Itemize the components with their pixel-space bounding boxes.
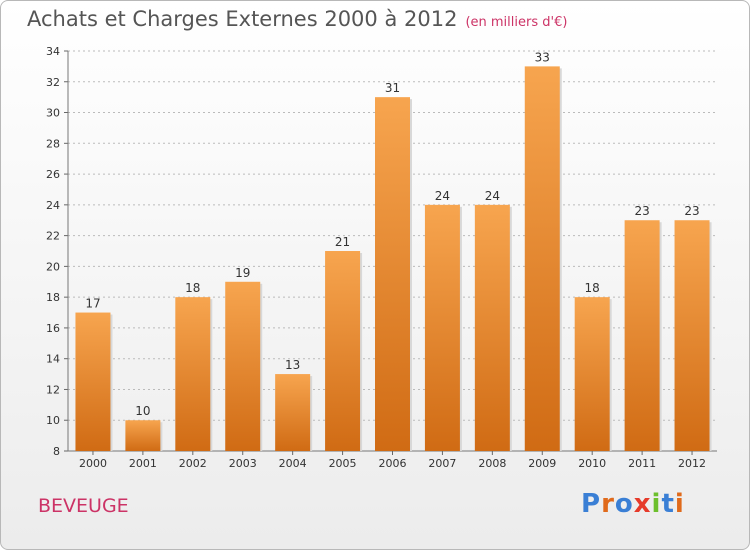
bar bbox=[524, 66, 560, 451]
y-tick-label: 14 bbox=[46, 353, 60, 366]
x-tick-label: 2006 bbox=[379, 457, 407, 470]
data-label: 24 bbox=[485, 189, 500, 203]
data-label: 23 bbox=[634, 204, 649, 218]
bar bbox=[574, 297, 610, 451]
y-tick-label: 18 bbox=[46, 291, 60, 304]
bar bbox=[424, 204, 460, 451]
x-tick-label: 2009 bbox=[528, 457, 556, 470]
data-label: 23 bbox=[684, 204, 699, 218]
y-tick-label: 10 bbox=[46, 414, 60, 427]
chart-title: Achats et Charges Externes 2000 à 2012 bbox=[27, 7, 458, 31]
bar bbox=[375, 97, 410, 452]
data-label: 21 bbox=[335, 235, 350, 249]
bar bbox=[624, 220, 660, 451]
chart-subtitle: (en milliers d'€) bbox=[465, 15, 568, 30]
data-label: 24 bbox=[435, 189, 450, 203]
logo-letter: o bbox=[614, 489, 634, 519]
logo-letter: i bbox=[674, 489, 685, 519]
logo-letter: i bbox=[651, 489, 662, 519]
y-tick-label: 26 bbox=[46, 168, 60, 181]
bar bbox=[175, 297, 211, 451]
y-tick-label: 16 bbox=[46, 322, 60, 335]
y-tick-label: 32 bbox=[46, 76, 60, 89]
y-tick-label: 28 bbox=[46, 137, 60, 150]
x-tick-label: 2012 bbox=[678, 457, 706, 470]
y-tick-label: 20 bbox=[46, 260, 60, 273]
data-label: 18 bbox=[585, 281, 600, 295]
y-tick-label: 34 bbox=[46, 45, 60, 58]
bar bbox=[125, 420, 161, 451]
x-tick-label: 2007 bbox=[428, 457, 456, 470]
bar bbox=[225, 281, 261, 451]
logo-letter: P bbox=[581, 489, 602, 519]
data-label: 31 bbox=[385, 81, 400, 95]
logo-letter: t bbox=[661, 489, 675, 519]
y-tick-label: 22 bbox=[46, 230, 60, 243]
x-tick-label: 2004 bbox=[279, 457, 307, 470]
logo-letter: x bbox=[633, 489, 652, 519]
bar bbox=[75, 312, 111, 451]
x-tick-label: 2010 bbox=[578, 457, 606, 470]
data-label: 18 bbox=[185, 281, 200, 295]
y-tick-label: 30 bbox=[46, 107, 60, 120]
bar bbox=[325, 251, 361, 451]
x-tick-label: 2002 bbox=[179, 457, 207, 470]
data-label: 13 bbox=[285, 358, 300, 372]
chart-title-block: Achats et Charges Externes 2000 à 2012 (e… bbox=[27, 7, 567, 31]
bar bbox=[674, 220, 710, 451]
y-tick-label: 12 bbox=[46, 383, 60, 396]
x-tick-label: 2003 bbox=[229, 457, 257, 470]
place-name: BEVEUGE bbox=[38, 495, 129, 517]
bar bbox=[275, 374, 311, 451]
data-label: 19 bbox=[235, 266, 250, 280]
x-tick-label: 2011 bbox=[628, 457, 656, 470]
proxiti-logo: Proxiti bbox=[581, 489, 685, 519]
y-tick-label: 24 bbox=[46, 199, 60, 212]
x-tick-label: 2000 bbox=[79, 457, 107, 470]
data-label: 17 bbox=[85, 297, 100, 311]
data-label: 10 bbox=[135, 404, 150, 418]
x-tick-label: 2008 bbox=[478, 457, 506, 470]
y-tick-label: 8 bbox=[53, 445, 60, 458]
x-tick-label: 2001 bbox=[129, 457, 157, 470]
logo-letter: r bbox=[601, 489, 615, 519]
x-tick-label: 2005 bbox=[329, 457, 357, 470]
bar bbox=[474, 204, 510, 451]
data-label: 33 bbox=[535, 50, 550, 64]
